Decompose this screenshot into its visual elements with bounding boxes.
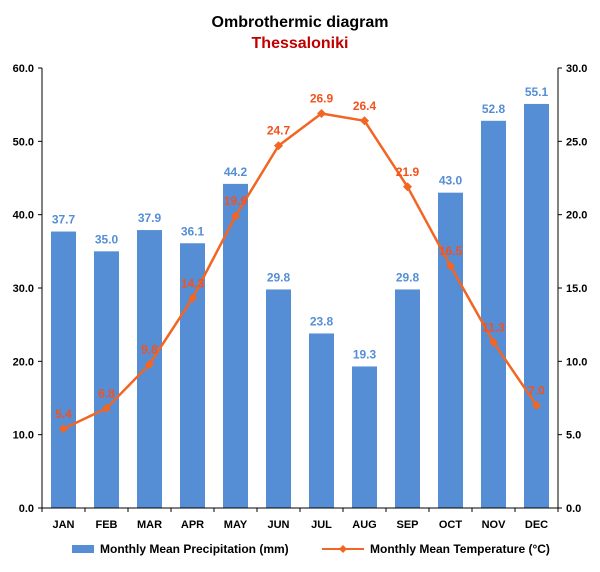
legend-precipitation-swatch xyxy=(72,545,94,553)
precipitation-bar xyxy=(180,243,205,508)
temperature-value-label: 9.8 xyxy=(141,342,158,356)
right-tick-label: 10.0 xyxy=(566,356,587,368)
precipitation-value-label: 23.8 xyxy=(310,314,334,328)
temperature-value-label: 7.0 xyxy=(528,383,545,397)
legend: Monthly Mean Precipitation (mm) Monthly … xyxy=(72,542,550,556)
month-label: MAR xyxy=(137,519,162,531)
temperature-value-label: 19.9 xyxy=(224,194,248,208)
chart-subtitle: Thessaloniki xyxy=(252,35,349,52)
precipitation-bar xyxy=(137,230,162,509)
right-y-axis: 0.0 5.0 10.0 15.0 20.0 25.0 30.0 xyxy=(557,63,587,515)
left-tick-label: 40.0 xyxy=(13,210,34,222)
month-label: DEC xyxy=(525,519,548,531)
temperature-marker xyxy=(489,337,498,347)
legend-temperature-label: Monthly Mean Temperature (°C) xyxy=(370,542,550,556)
temperature-value-label: 21.9 xyxy=(396,165,420,179)
temperature-line xyxy=(59,108,541,434)
precipitation-value-label: 19.3 xyxy=(353,347,377,361)
temperature-marker xyxy=(102,403,111,413)
precipitation-value-label: 55.1 xyxy=(525,85,549,99)
precipitation-value-label: 29.8 xyxy=(396,270,420,284)
temperature-value-label: 24.7 xyxy=(267,124,291,138)
chart-title: Ombrothermic diagram xyxy=(212,14,389,31)
month-label: OCT xyxy=(439,519,463,531)
x-axis: JAN FEB MAR APR MAY JUN JUL AUG SEP OCT NOV DEC xyxy=(41,507,559,531)
right-tick-label: 25.0 xyxy=(566,136,587,148)
temperature-labels: 5.4 6.8 9.8 14.3 19.9 24.7 26.9 26.4 21.9 16.5 11.… xyxy=(55,91,545,420)
month-label: AUG xyxy=(352,519,376,531)
left-tick-label: 60.0 xyxy=(13,63,34,75)
temperature-marker xyxy=(274,141,283,151)
left-tick-label: 20.0 xyxy=(13,356,34,368)
temperature-marker xyxy=(317,108,326,118)
left-y-axis: 0.0 10.0 20.0 30.0 40.0 50.0 60.0 xyxy=(13,63,43,515)
precipitation-bar xyxy=(481,120,506,509)
month-label: SEP xyxy=(396,519,418,531)
temperature-marker xyxy=(231,211,240,221)
temperature-value-label: 16.5 xyxy=(439,244,463,258)
precipitation-bars xyxy=(51,103,549,509)
month-label: MAY xyxy=(224,519,248,531)
month-label: JUN xyxy=(267,519,289,531)
precipitation-bar xyxy=(223,183,248,508)
right-tick-label: 5.0 xyxy=(566,430,581,442)
month-label: FEB xyxy=(96,519,118,531)
temperature-marker xyxy=(446,261,455,271)
temperature-marker xyxy=(403,182,412,192)
temperature-marker xyxy=(59,424,68,434)
temperature-value-label: 5.4 xyxy=(55,407,72,421)
precipitation-bar xyxy=(438,192,463,508)
precipitation-bar xyxy=(94,251,119,509)
precipitation-value-label: 43.0 xyxy=(439,174,463,188)
precipitation-value-label: 44.2 xyxy=(224,165,248,179)
temperature-marker xyxy=(360,116,369,126)
month-label: JUL xyxy=(311,519,332,531)
precipitation-value-label: 37.7 xyxy=(52,213,76,227)
left-tick-label: 0.0 xyxy=(19,503,34,515)
temperature-value-label: 26.4 xyxy=(353,99,377,113)
temperature-marker xyxy=(188,293,197,303)
temperature-value-label: 6.8 xyxy=(98,386,115,400)
legend-temperature-marker xyxy=(339,545,347,553)
month-label: APR xyxy=(181,519,204,531)
month-label: JAN xyxy=(52,519,74,531)
month-label: NOV xyxy=(482,519,507,531)
left-tick-label: 50.0 xyxy=(13,136,34,148)
precipitation-value-label: 29.8 xyxy=(267,270,291,284)
precipitation-value-label: 37.9 xyxy=(138,211,162,225)
left-tick-label: 10.0 xyxy=(13,430,34,442)
precipitation-bar xyxy=(524,103,549,508)
temperature-value-label: 26.9 xyxy=(310,91,334,105)
precipitation-bar xyxy=(352,366,377,508)
precipitation-bar xyxy=(266,289,291,508)
precipitation-value-label: 36.1 xyxy=(181,224,205,238)
precipitation-bar xyxy=(51,231,76,509)
legend-precipitation-label: Monthly Mean Precipitation (mm) xyxy=(100,542,289,556)
right-tick-label: 20.0 xyxy=(566,210,587,222)
left-tick-label: 30.0 xyxy=(13,283,34,295)
temperature-value-label: 11.3 xyxy=(482,320,505,334)
temperature-value-label: 14.3 xyxy=(181,276,205,290)
precipitation-bar xyxy=(309,333,334,508)
right-tick-label: 30.0 xyxy=(566,63,587,75)
temperature-marker xyxy=(532,400,541,410)
temperature-marker xyxy=(145,359,154,369)
precipitation-labels: 37.7 35.0 37.9 36.1 44.2 29.8 23.8 19.3 29.8 43.0… xyxy=(52,85,549,362)
precipitation-value-label: 52.8 xyxy=(482,102,506,116)
right-tick-label: 15.0 xyxy=(566,283,587,295)
right-tick-label: 0.0 xyxy=(566,503,581,515)
precipitation-value-label: 35.0 xyxy=(95,232,119,246)
temperature-polyline xyxy=(62,112,538,430)
precipitation-bar xyxy=(395,289,420,508)
